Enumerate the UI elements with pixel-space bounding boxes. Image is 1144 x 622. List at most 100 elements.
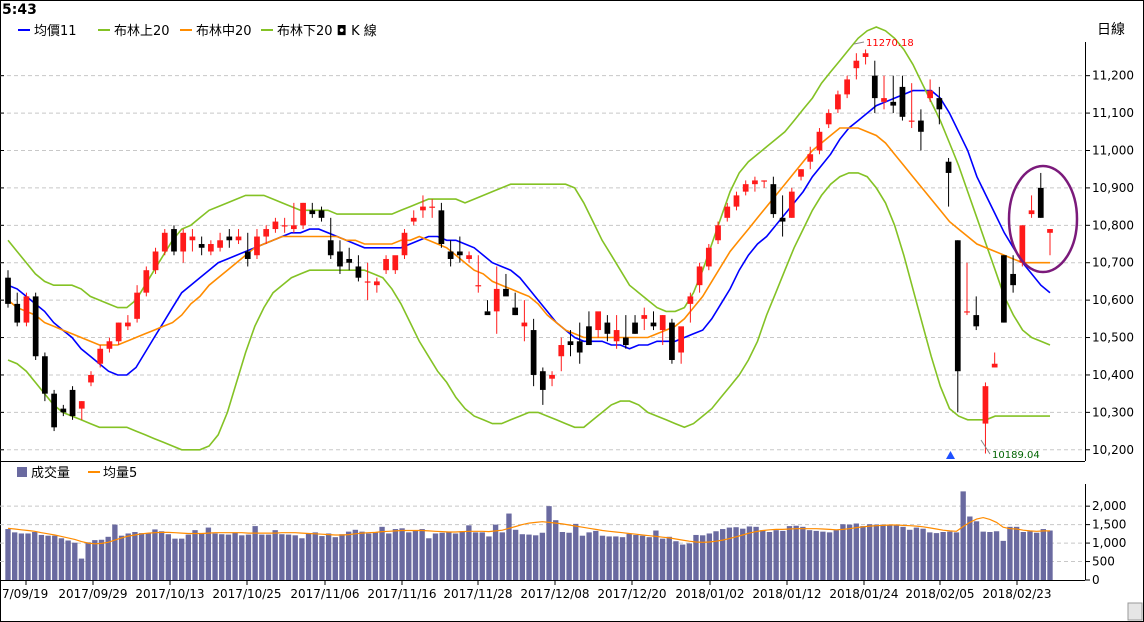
candle-body	[678, 326, 685, 353]
volume-bar	[506, 513, 512, 580]
volume-bar	[693, 534, 699, 580]
candle-body	[770, 184, 777, 215]
candle-body	[604, 322, 611, 334]
volume-bar	[1047, 530, 1053, 580]
price-tick-label: 10,500	[1092, 331, 1134, 345]
volume-bar	[172, 538, 178, 580]
candle	[14, 292, 21, 327]
volume-bar	[265, 534, 272, 580]
volume-bar	[673, 541, 679, 580]
candle-body	[420, 206, 426, 211]
price-tick-label: 10,600	[1092, 293, 1134, 307]
volume-bar	[178, 538, 185, 580]
volume-bar	[760, 530, 766, 580]
candle-body	[401, 232, 408, 256]
volume-bar	[813, 530, 819, 580]
volume-bar	[285, 534, 292, 580]
candle	[383, 255, 389, 274]
date-tick-label: 2017/10/13	[135, 587, 204, 601]
volume-bar	[426, 538, 432, 580]
candle-body	[908, 120, 915, 122]
date-tick-label: 2017/12/08	[520, 587, 589, 601]
volume-bar	[185, 534, 192, 580]
volume-bar	[152, 529, 158, 580]
candle	[586, 311, 592, 346]
candle-body	[60, 408, 67, 413]
candle-body	[964, 311, 970, 313]
candle	[263, 225, 270, 245]
volume-bar	[199, 533, 205, 580]
period-label: 日線	[1097, 22, 1125, 38]
candle	[32, 292, 39, 360]
volume-bar	[98, 539, 105, 580]
date-tick-label: 2017/11/06	[290, 587, 359, 601]
volume-bar	[740, 528, 746, 580]
candle-body	[825, 113, 832, 125]
candle-body	[456, 251, 463, 256]
price-legend: 均價11 布林上20 布林中20 布林下20 ◘ K 線	[18, 23, 377, 39]
volume-bar	[245, 534, 252, 580]
candle	[835, 90, 841, 114]
volume-bar	[927, 532, 933, 580]
volume-bar	[533, 535, 539, 580]
volume-bar	[933, 533, 940, 580]
candle	[752, 176, 758, 192]
volume-bar	[526, 534, 532, 580]
candle	[761, 180, 768, 188]
candle-body	[51, 393, 57, 428]
candle	[982, 382, 989, 454]
indicator-lines	[7, 26, 1051, 451]
candle	[300, 202, 306, 230]
volume-bar	[452, 533, 459, 580]
candle	[973, 296, 980, 331]
date-tick-label: 2017/10/25	[212, 587, 281, 601]
candle	[733, 191, 740, 211]
candle	[696, 262, 703, 293]
scroll-handle[interactable]	[1127, 602, 1143, 621]
price-tick-label: 11,000	[1092, 143, 1134, 157]
volume-bar	[766, 532, 773, 580]
volume-bar	[419, 529, 425, 580]
candle	[927, 79, 933, 102]
candle	[208, 240, 214, 256]
candle-body	[337, 251, 343, 267]
volume-bar	[72, 542, 78, 580]
volume-bar	[573, 523, 579, 580]
volume-bar	[733, 527, 739, 580]
boll-upper-line	[7, 26, 1051, 346]
volume-bar	[1000, 540, 1006, 580]
date-tick-label: 2018/01/24	[829, 587, 898, 601]
candle	[595, 311, 602, 338]
candle-body	[318, 210, 325, 218]
volume-bar	[920, 528, 926, 580]
volume-bar	[272, 530, 278, 580]
volume-bar	[312, 532, 318, 580]
candle	[650, 311, 657, 331]
candle-body	[115, 322, 122, 342]
date-tick-label: 2018/01/02	[675, 587, 744, 601]
candle-body	[890, 101, 897, 106]
legend-swatch-volume	[17, 467, 27, 477]
candle	[844, 75, 850, 99]
volume-bar	[406, 532, 412, 580]
candle	[1037, 172, 1044, 218]
candle	[724, 202, 731, 222]
volume-bar	[132, 532, 138, 580]
volume-bar	[5, 529, 11, 580]
volume-tick-label: 1,500	[1092, 518, 1126, 532]
volume-bar	[85, 542, 91, 580]
candle	[742, 180, 749, 196]
date-tick-label: 2017/11/16	[367, 587, 436, 601]
candle-body	[189, 236, 196, 241]
volume-bar	[519, 534, 525, 580]
candle	[788, 187, 795, 218]
candle-body	[1037, 187, 1044, 218]
candle	[420, 195, 426, 218]
volume-bar	[339, 534, 345, 580]
volume-bar	[305, 533, 312, 580]
candle-body	[171, 229, 177, 252]
volume-bar	[118, 535, 125, 580]
volume-bar	[386, 533, 392, 580]
candle-body	[807, 154, 814, 162]
candle	[69, 386, 76, 420]
